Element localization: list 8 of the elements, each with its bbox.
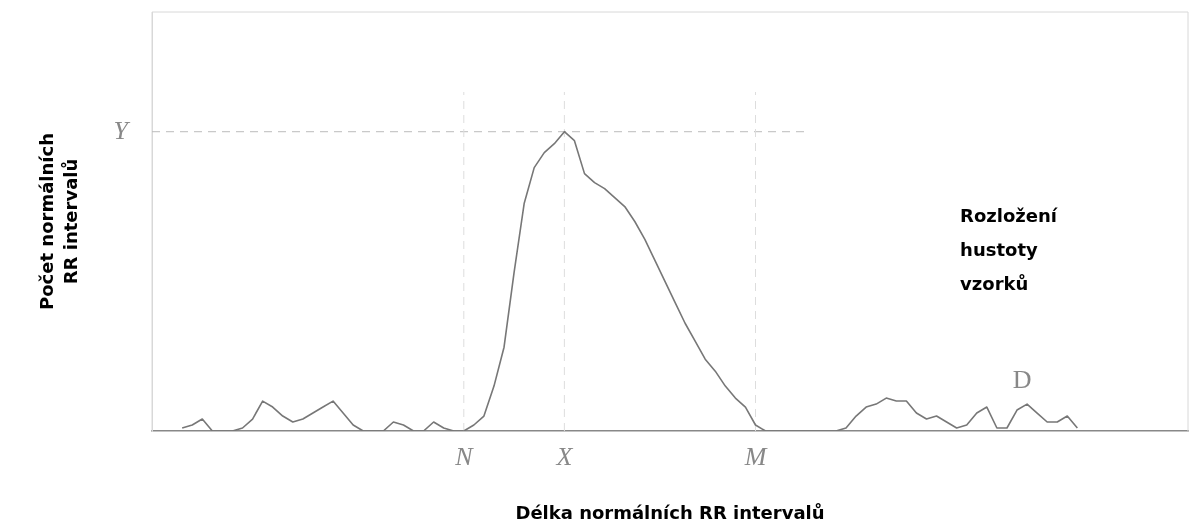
x-axis-title: Délka normálních RR intervalů bbox=[515, 501, 825, 523]
annotation: D bbox=[1012, 364, 1032, 394]
annotation: Rozložení hustoty vzorků bbox=[960, 204, 1058, 294]
x-tick-label: X bbox=[555, 442, 574, 472]
ref-line-label: Y bbox=[113, 115, 131, 145]
x-tick-label: N bbox=[454, 442, 475, 472]
y-axis-title: Počet normálních RR intervalů bbox=[35, 133, 82, 310]
x-tick-label: M bbox=[743, 442, 768, 472]
